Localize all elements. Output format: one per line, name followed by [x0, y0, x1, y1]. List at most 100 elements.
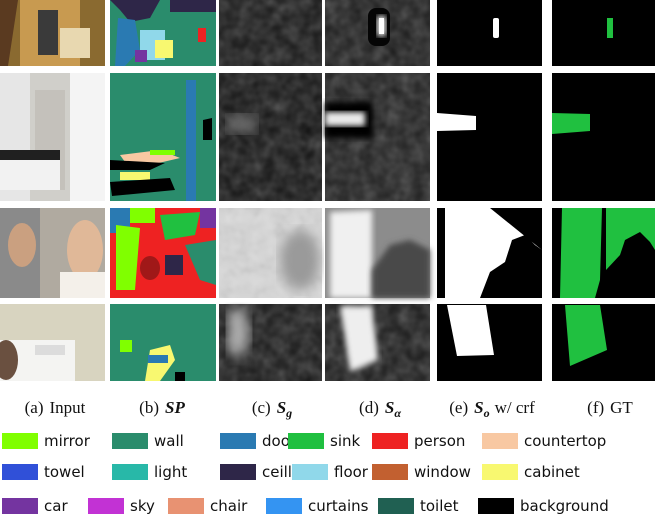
- image-region: [135, 50, 147, 62]
- image-region: [372, 240, 430, 298]
- caption-symbol: S: [385, 398, 394, 417]
- image-region: [552, 113, 590, 134]
- image-region: [340, 306, 378, 372]
- legend-label: toilet: [420, 497, 459, 515]
- legend-swatch: [112, 464, 148, 480]
- legend-swatch: [482, 433, 518, 449]
- image-region: [150, 150, 175, 155]
- caption: (a) Input: [25, 398, 86, 417]
- ground-truth: [552, 208, 655, 298]
- image-region: [116, 225, 140, 290]
- caption-label: (a): [25, 398, 44, 417]
- image-region: [379, 18, 384, 34]
- image-region: [186, 80, 196, 201]
- legend-swatch: [288, 433, 324, 449]
- image-region: [280, 230, 320, 290]
- legend-swatch: [292, 464, 328, 480]
- image-region: [67, 220, 103, 280]
- image-region: [148, 355, 168, 363]
- gradient-map: [219, 304, 322, 381]
- image-region: [110, 0, 160, 22]
- image-region: [120, 340, 132, 352]
- legend-swatch: [88, 498, 124, 514]
- alpha-map: [325, 73, 430, 201]
- caption: (c) Sg: [252, 398, 292, 420]
- caption-symbol: S: [474, 398, 483, 417]
- segmentation-map: [110, 304, 216, 381]
- legend-label: light: [154, 463, 187, 481]
- legend-label: wall: [154, 432, 184, 450]
- segmentation-map: [110, 73, 216, 201]
- caption: (f) GT: [587, 398, 633, 417]
- ground-truth: [552, 0, 655, 66]
- image-region: [552, 73, 655, 201]
- image-region: [110, 160, 165, 170]
- legend-label: countertop: [524, 432, 606, 450]
- image-region: [60, 28, 90, 58]
- legend-label: mirror: [44, 432, 91, 450]
- alpha-map: [325, 304, 430, 381]
- legend-label: curtains: [308, 497, 369, 515]
- image-region: [480, 208, 542, 298]
- image-region: [552, 208, 562, 298]
- input-image: [0, 304, 105, 381]
- image-region: [595, 208, 655, 298]
- caption: (e) So w/ crf: [449, 398, 535, 420]
- legend-swatch: [266, 498, 302, 514]
- legend-label: chair: [210, 497, 248, 515]
- caption-label: (d): [359, 398, 379, 417]
- output-mask: [437, 208, 542, 298]
- legend-label: background: [520, 497, 609, 515]
- image-region: [198, 28, 206, 42]
- legend-swatch: [168, 498, 204, 514]
- legend-label: person: [414, 432, 465, 450]
- legend-swatch: [482, 464, 518, 480]
- legend-swatch: [220, 464, 256, 480]
- legend-swatch: [220, 433, 256, 449]
- image-region: [203, 118, 212, 140]
- image-region: [437, 73, 542, 201]
- image-region: [330, 210, 372, 298]
- captions: (a) Input (b) SP (c) Sg (d) Sα (e) So w/ crf (f) GT: [25, 398, 634, 420]
- ground-truth: [552, 73, 655, 201]
- output-mask: [437, 73, 542, 201]
- legend-label: cabinet: [524, 463, 580, 481]
- image-region: [325, 304, 430, 381]
- ground-truth: [552, 304, 655, 381]
- caption-label: (b): [139, 398, 159, 417]
- image-region: [35, 345, 65, 355]
- output-mask: [437, 304, 542, 381]
- caption-text: w/ crf: [495, 398, 535, 417]
- caption-subscript: o: [484, 406, 490, 420]
- legend-label: towel: [44, 463, 85, 481]
- alpha-map: [325, 208, 430, 298]
- legend-label: sink: [330, 432, 360, 450]
- caption-label: (c): [252, 398, 271, 417]
- legend-label: window: [414, 463, 471, 481]
- image-region: [0, 0, 18, 66]
- segmentation-map: [110, 0, 216, 66]
- caption-label: (f): [587, 398, 604, 417]
- image-region: [0, 340, 18, 380]
- gradient-map: [219, 0, 322, 66]
- image-region: [200, 208, 216, 228]
- caption-subscript: α: [394, 406, 401, 420]
- image-region: [437, 208, 445, 298]
- image-region: [219, 73, 322, 201]
- image-region: [437, 0, 542, 66]
- image-region: [493, 18, 499, 38]
- image-region: [38, 10, 58, 55]
- caption-text: GT: [610, 398, 633, 417]
- image-region: [160, 212, 200, 240]
- caption-symbol: SP: [165, 398, 185, 417]
- image-region: [228, 308, 250, 360]
- input-image: [0, 73, 105, 201]
- image-region: [437, 113, 476, 131]
- image-region: [447, 305, 494, 356]
- legend-swatch: [2, 464, 38, 480]
- legend-swatch: [112, 433, 148, 449]
- caption: (b) SP: [139, 398, 185, 417]
- caption-subscript: g: [285, 406, 292, 420]
